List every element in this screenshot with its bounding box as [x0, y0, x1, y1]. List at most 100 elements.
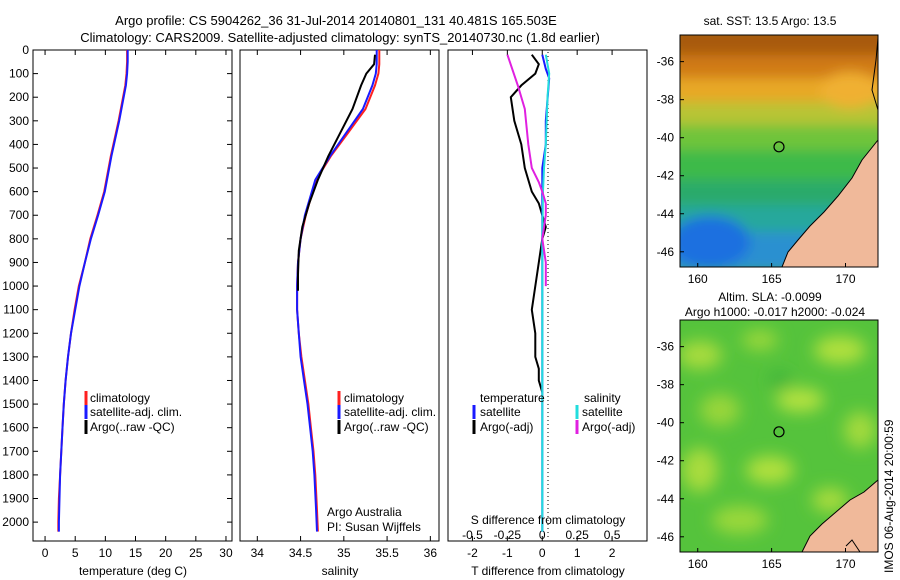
- legend-argo: Argo(..raw -QC): [344, 420, 429, 434]
- salinity-axes-frame: [239, 49, 440, 542]
- x-tick-label: 10: [99, 546, 113, 560]
- legend-s-satellite: satellite: [582, 405, 623, 419]
- difference-lines: [506, 54, 551, 532]
- x-tick-label: -2: [467, 546, 478, 560]
- depth-tick-label: 1800: [2, 468, 29, 482]
- side-timestamp: IMOS 06-Aug-2014 20:00:59: [882, 419, 896, 573]
- legend-climatology: climatology: [90, 391, 150, 405]
- sst-map-panel: sat. SST: 13.5 Argo: 13.5 160 165: [657, 14, 879, 286]
- salinity-xlabel: salinity: [322, 564, 359, 578]
- map-y-tick-label: -42: [657, 169, 675, 183]
- salinity-panel: 34 34.5 35 35.5 36 climatology satellite-adj…: [239, 49, 440, 578]
- s-tick-label: -0.5: [462, 528, 483, 542]
- sst-map-axes: 160 165 170 -36 -38 -40 -42 -44 -46: [657, 55, 856, 286]
- sla-map-panel: Altim. SLA: -0.0099 Argo h1000: -0.017 h…: [657, 290, 879, 571]
- map-y-tick-label: -38: [657, 93, 675, 107]
- s-diff-label: S difference from climatology: [471, 513, 626, 527]
- depth-tick-label: 500: [9, 161, 29, 175]
- salinity-note-1: Argo Australia: [327, 505, 402, 519]
- x-tick-label: 30: [219, 546, 233, 560]
- map-y-tick-label: -46: [657, 530, 675, 544]
- depth-tick-label: 400: [9, 137, 29, 151]
- x-tick-label: 35: [337, 546, 351, 560]
- depth-tick-label: 900: [9, 255, 29, 269]
- s-tick-label: 0: [539, 528, 546, 542]
- depth-tick-label: 1100: [3, 303, 29, 317]
- legend-s-argo: Argo(-adj): [582, 420, 635, 434]
- x-tick-label: 25: [189, 546, 203, 560]
- depth-tick-label: 800: [9, 232, 29, 246]
- sla-map-subtitle: Argo h1000: -0.017 h2000: -0.024: [685, 305, 865, 319]
- x-tick-label: 0: [539, 546, 546, 560]
- series-argo-raw-qc-: [297, 54, 376, 291]
- map-y-tick-label: -36: [657, 340, 675, 354]
- x-tick-label: 36: [424, 546, 438, 560]
- temperature-x-axis: 0 5 10 15 20 25 30: [42, 50, 233, 560]
- map-y-tick-label: -40: [657, 416, 675, 430]
- s-tick-label: -0.25: [494, 528, 522, 542]
- x-tick-label: 20: [159, 546, 173, 560]
- depth-tick-label: 700: [9, 208, 29, 222]
- s-tick-label: 0.25: [565, 528, 589, 542]
- difference-x-axis: -2 -1 0 1 2: [467, 50, 616, 560]
- difference-axes-frame: [447, 49, 648, 542]
- series-satellite-adj-clim-: [57, 50, 129, 532]
- depth-tick-label: 1000: [2, 279, 29, 293]
- map-x-tick-label: 170: [835, 272, 855, 286]
- difference-legend: temperature satellite Argo(-adj) salinit…: [472, 391, 635, 434]
- depth-tick-label: 300: [9, 114, 29, 128]
- header-line2: Climatology: CARS2009. Satellite-adjuste…: [80, 30, 600, 45]
- x-tick-label: 15: [129, 546, 143, 560]
- legend-t-satellite: satellite: [480, 405, 521, 419]
- sst-map-title: sat. SST: 13.5 Argo: 13.5: [704, 14, 837, 28]
- t-diff-xlabel: T difference from climatology: [471, 564, 625, 578]
- x-tick-label: 1: [574, 546, 581, 560]
- depth-tick-label: 100: [9, 67, 29, 81]
- depth-tick-label: 1700: [2, 444, 29, 458]
- argo-position-marker: [773, 141, 785, 153]
- depth-tick-label: 1300: [2, 350, 29, 364]
- depth-tick-label: 200: [9, 90, 29, 104]
- map-y-tick-label: -46: [657, 245, 675, 259]
- x-tick-label: 35.5: [375, 546, 399, 560]
- depth-tick-label: 1600: [2, 421, 29, 435]
- sst-map-image: [680, 35, 878, 267]
- map-x-tick-label: 165: [762, 272, 782, 286]
- temperature-panel: 0100200300400500600700800900100011001200…: [2, 43, 647, 578]
- map-y-tick-label: -36: [657, 55, 675, 69]
- depth-tick-label: 1200: [2, 326, 29, 340]
- map-x-tick-label: 170: [835, 557, 855, 571]
- header-line1: Argo profile: CS 5904262_36 31-Jul-2014 …: [115, 13, 557, 28]
- depth-tick-label: 1500: [2, 397, 29, 411]
- map-x-tick-label: 165: [762, 557, 782, 571]
- map-y-tick-label: -44: [657, 207, 675, 221]
- sla-map-title: Altim. SLA: -0.0099: [718, 290, 822, 304]
- salinity-lines: [296, 50, 381, 532]
- difference-axis-ticks: -0.5 -0.25 0 0.25 0.5: [462, 528, 621, 542]
- legend-salinity-header: salinity: [584, 391, 621, 405]
- map-x-tick-label: 160: [688, 557, 708, 571]
- temperature-xlabel: temperature (deg C): [79, 564, 187, 578]
- x-tick-label: 34.5: [289, 546, 313, 560]
- legend-t-argo: Argo(-adj): [480, 420, 533, 434]
- argo-position-marker: [773, 426, 785, 438]
- map-y-tick-label: -38: [657, 378, 675, 392]
- temperature-legend: climatology satellite-adj. clim. Argo(..…: [84, 391, 182, 434]
- depth-tick-label: 1400: [2, 373, 29, 387]
- map-y-tick-label: -44: [657, 492, 675, 506]
- salinity-x-axis: 34 34.5 35 35.5 36: [251, 50, 438, 560]
- x-tick-label: 2: [609, 546, 616, 560]
- sla-map-image: [680, 320, 878, 552]
- s-tick-label: 0.5: [604, 528, 621, 542]
- x-tick-label: 0: [42, 546, 49, 560]
- depth-tick-label: 2000: [2, 515, 29, 529]
- salinity-note-2: PI: Susan Wijffels: [327, 520, 421, 534]
- temperature-lines: [57, 50, 129, 532]
- legend-climatology: climatology: [344, 391, 404, 405]
- series-salinity-argo-adj-: [506, 54, 547, 287]
- x-tick-label: -1: [502, 546, 513, 560]
- depth-tick-label: 1900: [2, 492, 29, 506]
- depth-tick-label: 600: [9, 185, 29, 199]
- map-y-tick-label: -40: [657, 131, 675, 145]
